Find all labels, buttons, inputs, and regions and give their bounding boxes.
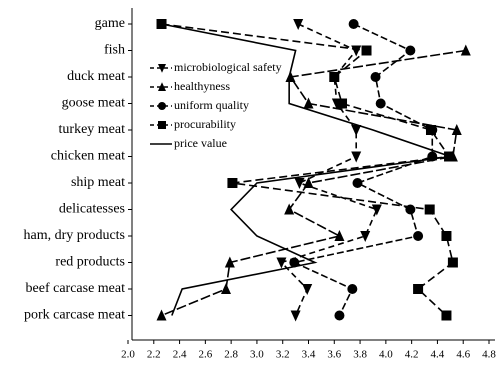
point: [370, 72, 381, 82]
y-tick-label: ship meat: [71, 175, 125, 190]
y-tick-label: chicken meat: [51, 149, 125, 164]
point: [351, 151, 362, 163]
legend-marker: [158, 121, 166, 129]
y-tick-label: turkey meat: [59, 122, 126, 137]
point: [441, 310, 452, 321]
y-tick-label: game: [95, 16, 125, 31]
point: [413, 231, 424, 241]
x-tick-label: 2.0: [121, 349, 135, 361]
x-tick-label: 4.4: [431, 349, 445, 361]
point: [347, 284, 358, 294]
point: [447, 257, 458, 268]
point: [227, 178, 238, 188]
point: [351, 45, 362, 57]
x-tick-label: 2.4: [173, 349, 187, 361]
legend-label: uniform quality: [174, 98, 249, 112]
legend-marker: [158, 82, 166, 91]
point: [284, 203, 295, 215]
x-tick-label: 4.6: [456, 349, 470, 361]
point: [352, 178, 363, 188]
point: [303, 177, 314, 188]
legend-label: price value: [174, 136, 227, 150]
point: [293, 19, 304, 30]
point: [224, 256, 235, 268]
y-tick-label: duck meat: [67, 69, 125, 84]
point: [329, 72, 340, 82]
point: [334, 310, 345, 321]
point: [156, 309, 167, 321]
point: [371, 204, 382, 216]
point: [289, 257, 300, 268]
y-tick-label: goose meat: [62, 96, 125, 111]
point: [334, 230, 345, 241]
x-tick-label: 2.6: [198, 349, 212, 361]
point: [220, 283, 231, 294]
point: [348, 19, 359, 29]
legend-marker: [158, 64, 166, 73]
series-line: [291, 23, 434, 316]
x-tick-label: 4.2: [405, 349, 419, 361]
legend-marker: [158, 102, 166, 110]
point: [351, 125, 362, 136]
x-tick-label: 3.2: [276, 349, 290, 361]
series-line: [161, 23, 451, 316]
point: [460, 44, 471, 56]
point: [276, 257, 287, 269]
y-tick-label: delicatesses: [59, 202, 125, 217]
series-line: [161, 23, 454, 317]
point: [451, 124, 462, 135]
point: [303, 97, 314, 109]
x-tick-label: 3.0: [250, 349, 264, 361]
x-tick-label: 3.4: [302, 349, 316, 361]
legend-label: healthyness: [174, 79, 230, 93]
point: [441, 231, 452, 241]
point: [302, 284, 313, 295]
point: [294, 178, 305, 189]
x-tick-label: 4.8: [482, 349, 496, 361]
x-tick-label: 3.8: [353, 349, 367, 361]
y-tick-label: beef carcase meat: [26, 281, 126, 296]
point: [375, 98, 386, 109]
point: [285, 71, 296, 82]
series-line: [279, 23, 378, 316]
legend-label: microbiological safety: [174, 60, 282, 74]
point: [405, 45, 416, 56]
point: [425, 125, 436, 135]
x-tick-label: 3.6: [327, 349, 341, 361]
x-tick-label: 4.0: [379, 349, 393, 361]
point: [360, 231, 371, 242]
point: [413, 284, 424, 294]
point: [424, 204, 435, 215]
y-tick-label: red products: [55, 255, 125, 270]
legend-label: procurability: [174, 117, 236, 131]
x-tick-label: 2.2: [147, 349, 161, 361]
y-tick-label: fish: [104, 43, 125, 58]
y-tick-label: ham, dry products: [24, 228, 125, 243]
x-tick-label: 2.8: [224, 349, 238, 361]
point: [290, 310, 301, 322]
point: [361, 45, 372, 56]
y-tick-label: pork carcase meat: [24, 308, 125, 323]
point: [337, 98, 348, 109]
